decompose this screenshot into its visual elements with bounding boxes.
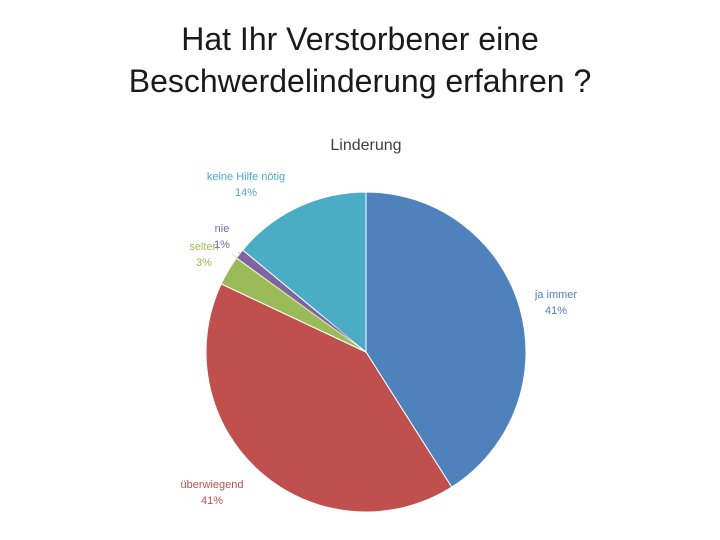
leader-line-0: [231, 253, 361, 349]
slice-label-name-1: überwiegend: [181, 479, 244, 491]
pie-slices: [205, 191, 527, 513]
slice-label-value-0: 41%: [545, 305, 567, 317]
leader-lines: [231, 251, 361, 349]
slice-label-name-0: ja immer: [534, 289, 578, 301]
slide-title-line-1: Hat Ihr Verstorbener eine: [181, 21, 539, 57]
slice-label-name-4: keine Hilfe nötig: [207, 171, 285, 183]
slide-title-line-2: Beschwerdelinderung erfahren ?: [128, 63, 592, 99]
slice-label-value-3: 1%: [214, 239, 230, 251]
slice-label-value-2: 3%: [196, 257, 212, 269]
slide-title: Hat Ihr Verstorbener eine Beschwerdelind…: [0, 18, 720, 102]
pie-slice-1: [205, 283, 453, 513]
slice-label-name-2: selten: [189, 241, 218, 253]
leader-line-1: [237, 251, 361, 347]
slice-label-name-3: nie: [215, 223, 230, 235]
slice-label-value-4: 14%: [235, 187, 257, 199]
slice-label-value-1: 41%: [201, 495, 223, 507]
chart-title: Linderung: [330, 137, 401, 154]
pie-slice-4: [242, 191, 367, 354]
pie-slice-0: [365, 191, 527, 488]
slice-labels: ja immer 41% überwiegend 41% selten 3% nie 1% ke…: [181, 171, 578, 507]
